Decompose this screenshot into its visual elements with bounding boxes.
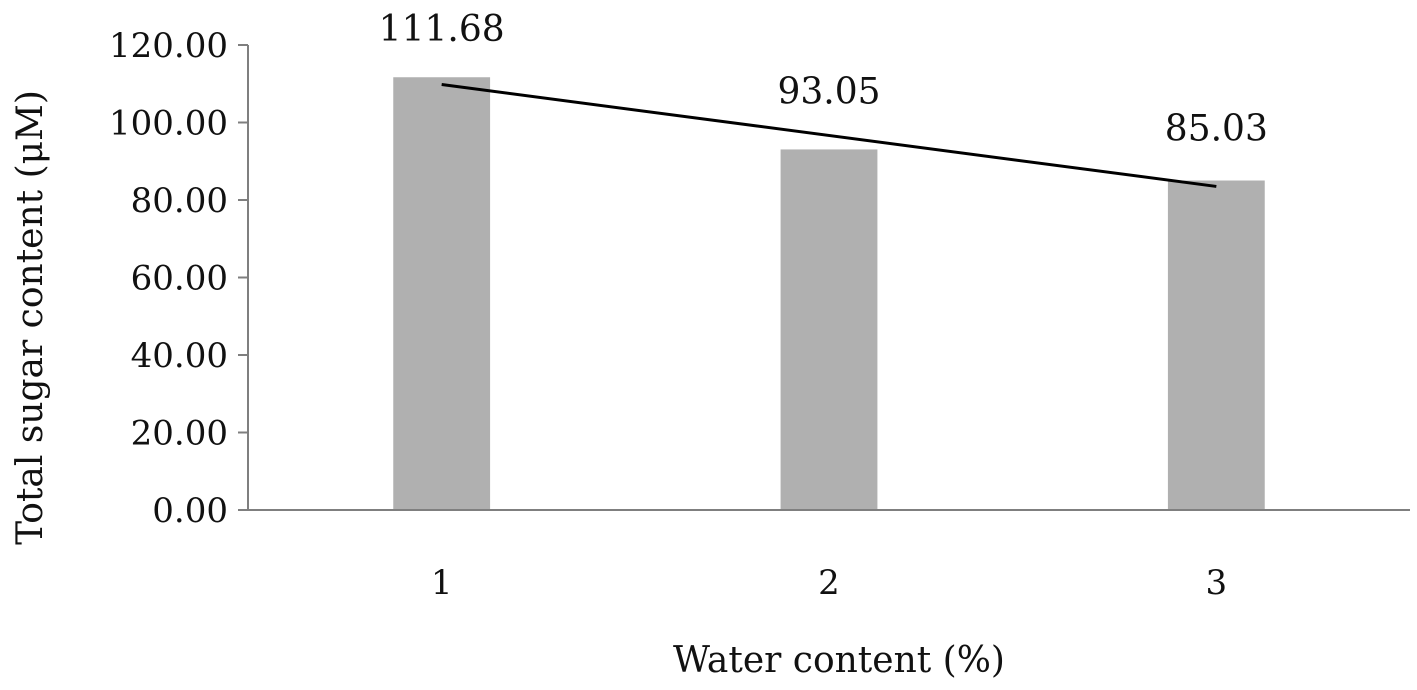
data-label: 85.03 [1165,109,1268,150]
y-tick-label: 120.00 [109,26,228,66]
x-tick-label: 2 [818,563,840,603]
y-tick-label: 100.00 [109,104,228,144]
y-tick-label: 80.00 [131,181,228,221]
bar [1167,180,1265,511]
y-tick-label: 60.00 [131,259,228,299]
data-label: 93.05 [777,71,880,112]
x-axis-title: Water content (%) [673,640,1005,681]
trendline [441,83,1217,188]
x-axis-ticks: 1 2 3 [431,563,1227,603]
y-tick-label: 20.00 [131,414,228,454]
bar [393,77,491,511]
data-label: 111.68 [379,9,505,50]
bar [780,149,878,510]
y-axis-title: Total sugar content (μM) [10,90,51,545]
y-tick-label: 0.00 [152,491,228,531]
y-tick-label: 40.00 [131,336,228,376]
x-tick-label: 1 [431,563,453,603]
y-axis-ticks: 0.00 20.00 40.00 60.00 80.00 100.00 120.00 [109,26,248,531]
x-tick-label: 3 [1206,563,1228,603]
bars [393,77,1265,511]
data-labels: 111.68 93.05 85.03 [379,9,1268,149]
